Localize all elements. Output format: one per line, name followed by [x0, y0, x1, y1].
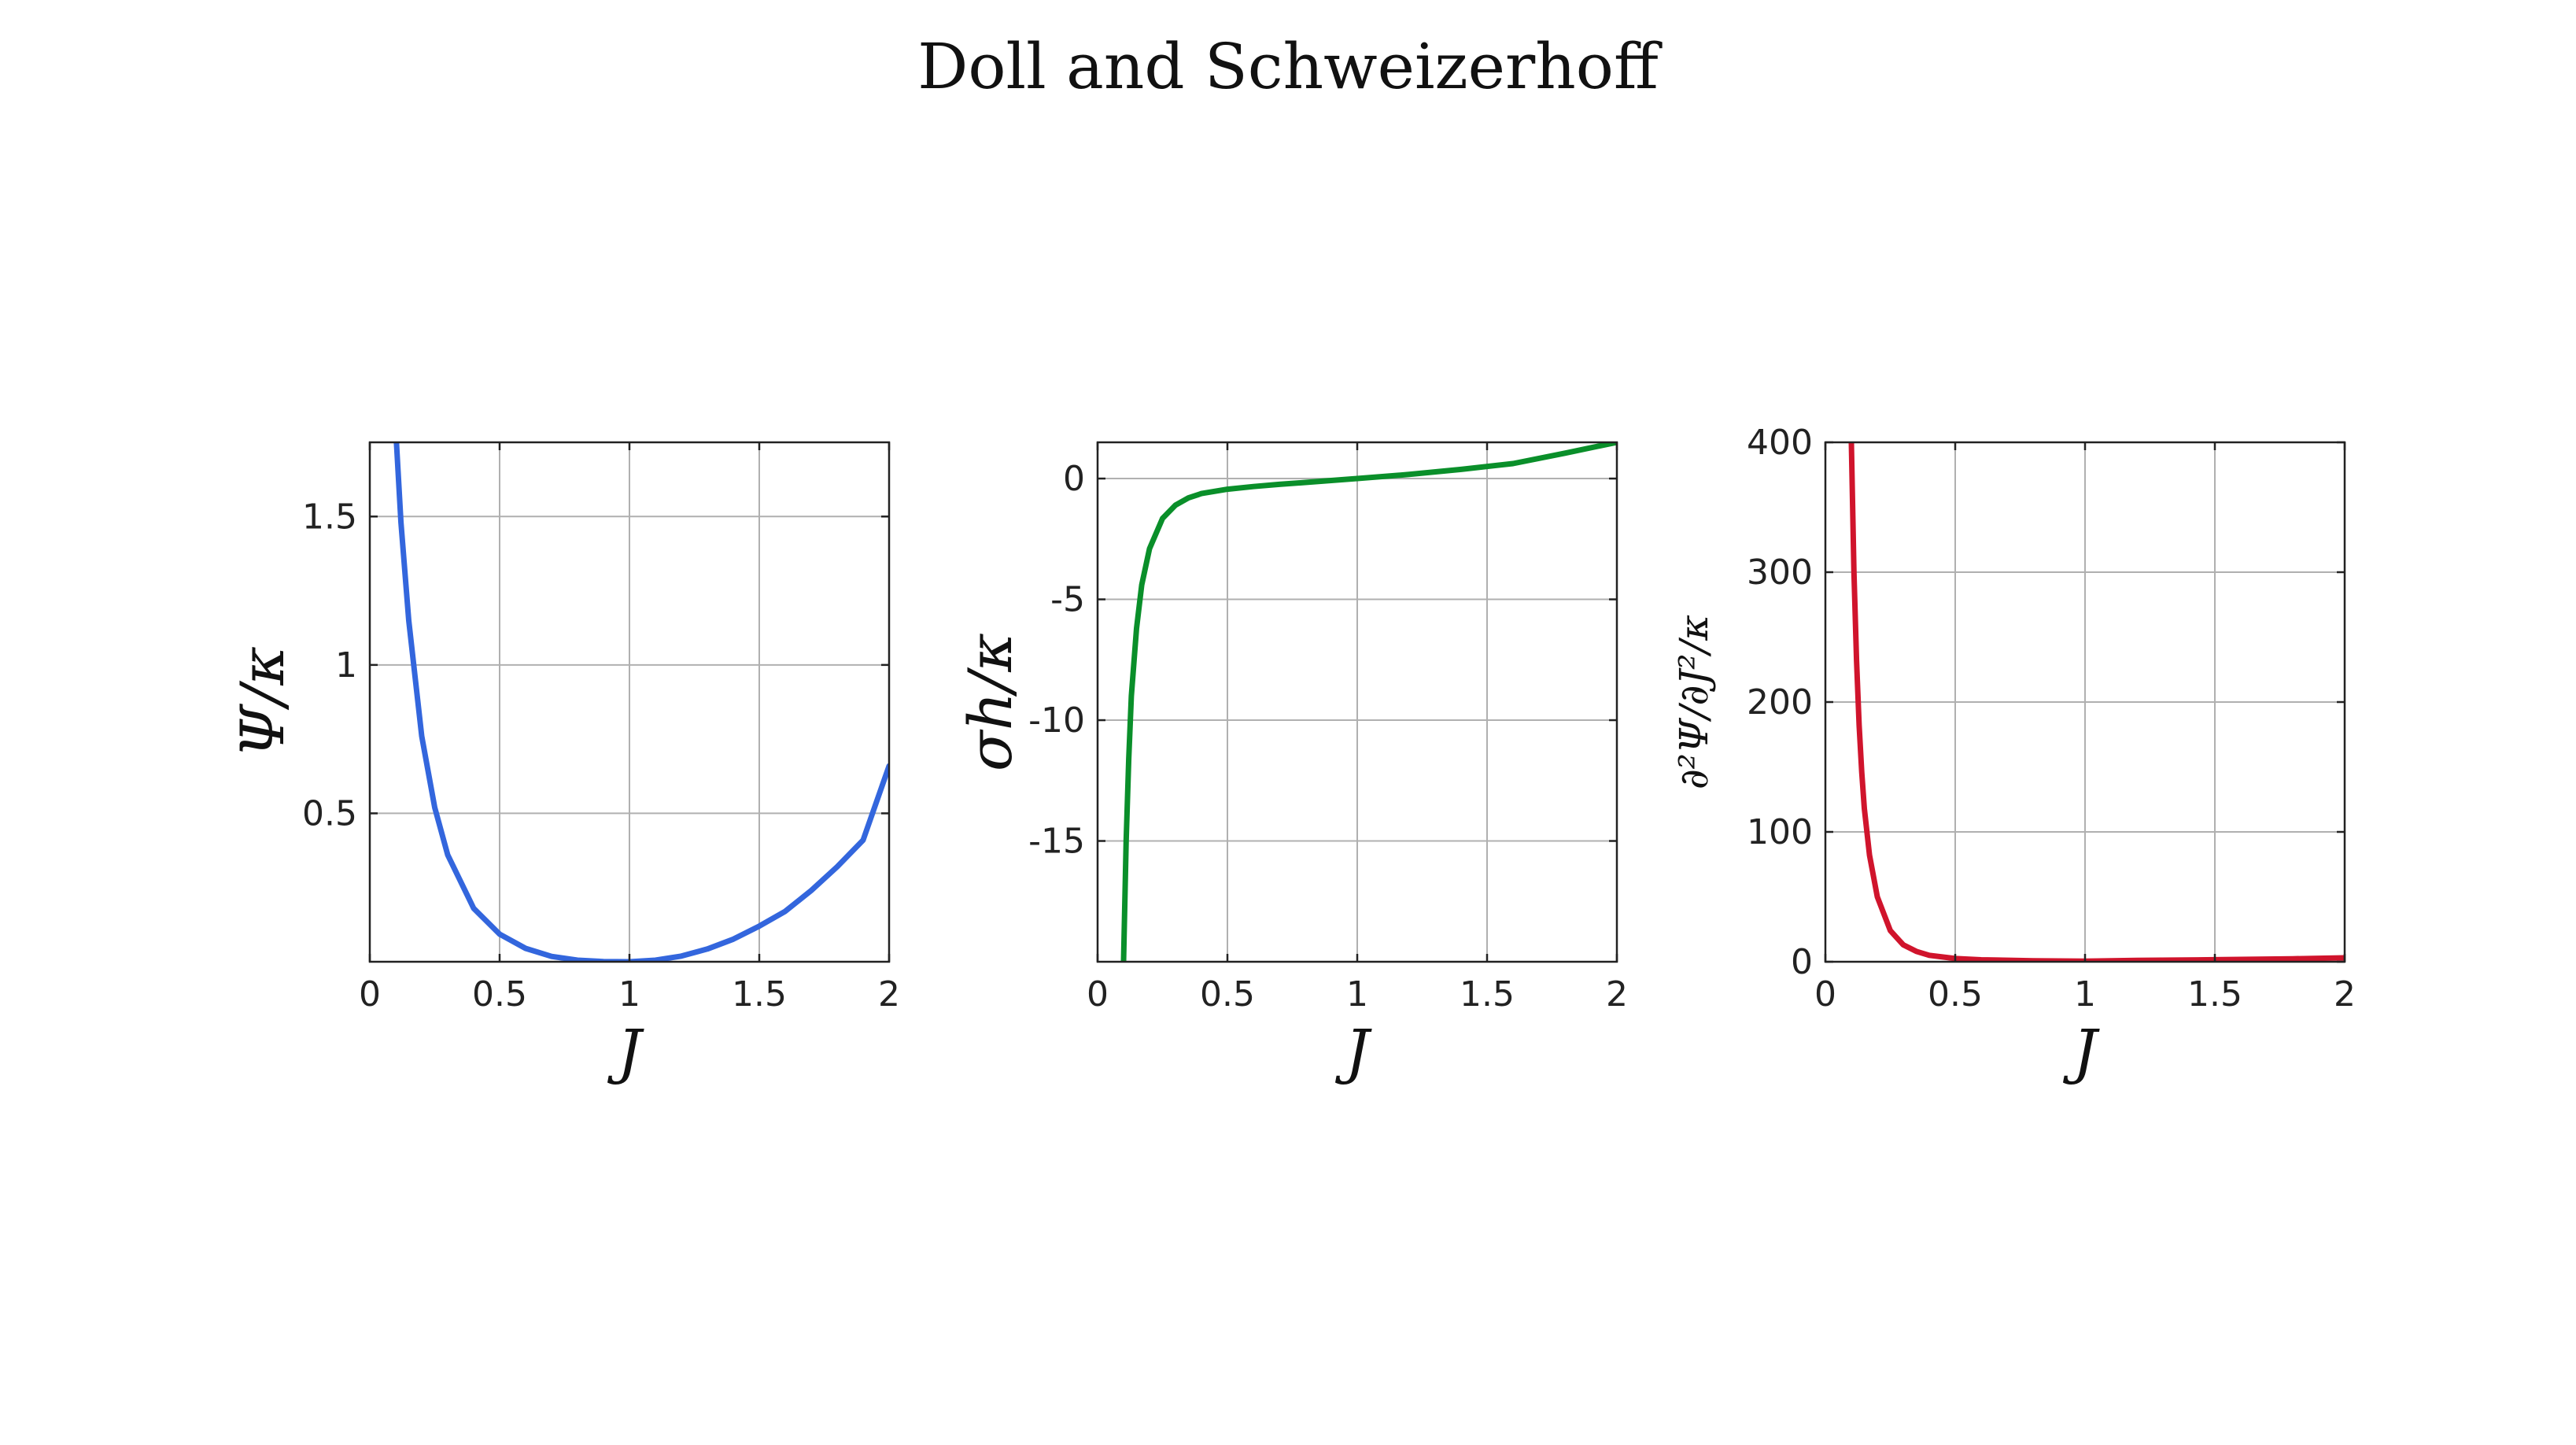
sigma-ytick-label: -15 — [1028, 822, 1085, 862]
psi-ytick-label: 1 — [335, 645, 357, 686]
d2psi-ytick-label: 0 — [1791, 942, 1813, 982]
sigma-ytick-label: -10 — [1028, 700, 1085, 741]
d2psi-ytick-label: 200 — [1747, 682, 1813, 722]
d2psi-xtick-label: 2 — [2334, 974, 2356, 1014]
sigma-xtick-label: 2 — [1606, 974, 1628, 1014]
d2psi-ytick-label: 100 — [1747, 812, 1813, 852]
d2psi-xtick-label: 1 — [2074, 974, 2096, 1014]
sigma-xtick-label: 0 — [1087, 974, 1109, 1014]
sigma-ylabel: σh/κ — [955, 633, 1025, 771]
psi-xtick-label: 1 — [618, 974, 640, 1014]
psi-xtick-label: 2 — [878, 974, 900, 1014]
d2psi-xtick-label: 0.5 — [1928, 974, 1983, 1014]
d2psi-xtick-label: 1.5 — [2187, 974, 2242, 1014]
sigma-ytick-label: 0 — [1063, 459, 1085, 499]
psi-xlabel: J — [607, 1016, 644, 1086]
sigma-xtick-label: 0.5 — [1200, 974, 1255, 1014]
sigma-xtick-label: 1.5 — [1460, 974, 1515, 1014]
psi-xtick-label: 0.5 — [472, 974, 527, 1014]
d2psi-series-line — [1848, 442, 2345, 962]
d2psi-xtick-label: 0 — [1814, 974, 1836, 1014]
psi-ylabel: Ψ/κ — [227, 646, 297, 758]
sigma-series-line — [1120, 442, 1617, 962]
psi-xtick-label: 0 — [359, 974, 381, 1014]
d2psi-xlabel: J — [2063, 1016, 2100, 1086]
sigma-xlabel: J — [1335, 1016, 1372, 1086]
d2psi-ytick-label: 400 — [1747, 423, 1813, 463]
d2psi-ytick-label: 300 — [1747, 552, 1813, 593]
panel-second-derivative: 0 0.5 1 1.5 2 0 100 200 300 400 J ∂²Ψ/∂J²/κ — [1671, 423, 2356, 1086]
panel-sigma: 0 0.5 1 1.5 2 -15 -10 -5 0 Jσh/κ — [955, 441, 1628, 1086]
figure-title: Doll and Schweizerhoff — [917, 30, 1663, 103]
sigma-ytick-label: -5 — [1050, 580, 1085, 620]
sigma-xtick-label: 1 — [1346, 974, 1368, 1014]
panel-psi: 0 0.5 1 1.5 2 0.5 1 1.5 J Ψ/κ — [227, 441, 900, 1086]
d2psi-ylabel: ∂²Ψ/∂J²/κ — [1671, 615, 1717, 789]
psi-ytick-label: 1.5 — [302, 497, 357, 537]
psi-series-line — [393, 442, 889, 962]
psi-ytick-label: 0.5 — [302, 793, 357, 833]
psi-xtick-label: 1.5 — [732, 974, 787, 1014]
